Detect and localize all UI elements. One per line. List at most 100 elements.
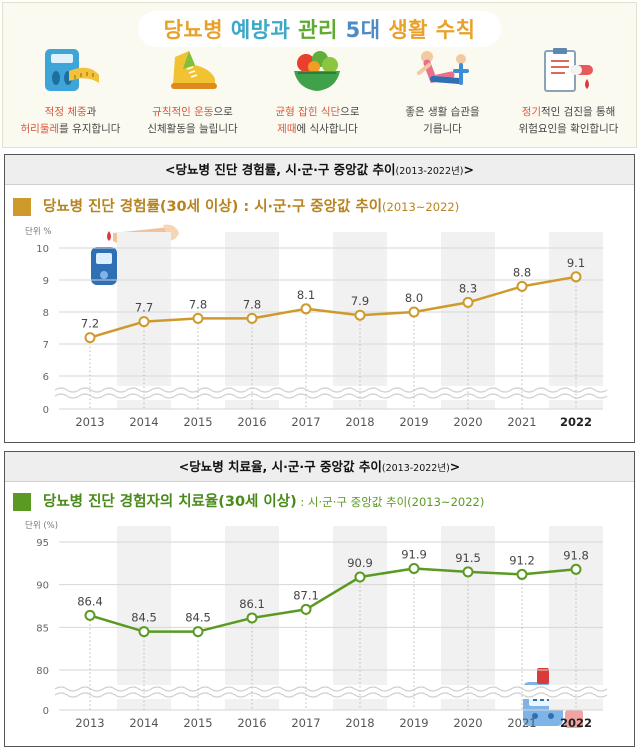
data-point [570, 563, 582, 575]
sneaker-icon [171, 51, 217, 89]
data-point [300, 303, 312, 315]
y-axis-unit: 단위 % [25, 226, 51, 237]
data-point [516, 280, 528, 292]
data-label: 8.0 [405, 291, 423, 305]
diagnosis-rate-chart: 0 6 7 8 9 10 단위 % 7.2 7.7 7.8 7.8 8.1 7.9 8.0 8.3 8.8 9.… [25, 224, 608, 429]
data-label: 8.1 [297, 288, 315, 302]
series-title-main: 당뇨병 진단 경험자의 치료율(30세 이상) [43, 494, 297, 510]
data-point [138, 316, 150, 328]
treatment-rate-chart: 0 80 85 90 95 단위 (%) 86.4 84.5 84.5 86.1 87.1 90.9 9… [25, 520, 608, 730]
panel-header-text: <당뇨병 치료율, 시·군·구 중앙값 추이 [178, 459, 382, 474]
x-tick-label: 2021 [507, 415, 536, 429]
y-tick-label: 10 [36, 244, 49, 255]
data-point [462, 296, 474, 308]
data-label: 8.8 [513, 265, 531, 279]
data-point [408, 306, 420, 318]
data-point [84, 609, 96, 621]
x-tick-label: 2013 [75, 415, 104, 429]
data-label: 91.9 [401, 547, 427, 561]
banner-title-word1: 당뇨병 [163, 18, 224, 42]
y-tick-label: 85 [36, 623, 49, 634]
data-point [300, 603, 312, 615]
background-band [117, 526, 171, 710]
legend-swatch [13, 198, 31, 216]
series-title-text: 당뇨병 진단 경험률(30세 이상) : 시·군·구 중앙값 추이(2013~2… [43, 197, 459, 217]
panel-header-years: (2013-2022년) [381, 463, 450, 474]
y-tick-label: 90 [36, 581, 49, 592]
data-point [138, 626, 150, 638]
panel-header-end: > [449, 459, 461, 474]
tip-habits: 좋은 생활 습관을 기릅니다 [380, 43, 505, 143]
panel-header: <당뇨병 진단 경험률, 시·군·구 중앙값 추이(2013-2022년)> [5, 155, 634, 185]
data-label: 87.1 [293, 588, 319, 602]
data-label: 7.8 [243, 297, 261, 311]
series-title-sub: : 시·군·구 중앙값 추이(2013~2022) [296, 495, 485, 509]
legend-swatch [13, 493, 31, 511]
data-label: 8.3 [459, 281, 477, 295]
x-tick-label: 2015 [183, 716, 212, 730]
data-point [354, 309, 366, 321]
data-label: 90.9 [347, 556, 373, 570]
data-label: 7.9 [351, 294, 369, 308]
medical-checkup-icon [544, 48, 593, 92]
banner-title-word2: 예방과 [230, 18, 291, 42]
x-tick-label: 2016 [237, 716, 266, 730]
scale-tape-icon [45, 49, 99, 91]
x-tick-label: 2022 [560, 415, 592, 429]
tip-exercise: 규칙적인 운동으로 신체활동을 늘립니다 [130, 43, 255, 143]
axis-break-gap [53, 685, 605, 699]
data-label: 86.1 [239, 597, 265, 611]
x-tick-label: 2018 [345, 415, 374, 429]
salad-bowl-icon [294, 51, 340, 91]
x-tick-label: 2014 [129, 415, 158, 429]
series-title-main: 당뇨병 진단 경험률(30세 이상) : 시·군·구 중앙값 추이 [43, 199, 383, 215]
x-tick-label: 2013 [75, 716, 104, 730]
y-tick-label: 7 [43, 340, 49, 351]
diagnosis-rate-panel: <당뇨병 진단 경험률, 시·군·구 중앙값 추이(2013-2022년)> 당… [4, 154, 635, 443]
data-label: 91.8 [563, 548, 589, 562]
prevention-banner: 당뇨병 예방과 관리 5대 생활 수칙 적정 체중과 허리둘레를 유지합니다 [2, 2, 637, 148]
data-point [246, 612, 258, 624]
x-tick-label: 2015 [183, 415, 212, 429]
banner-title-word4: 5대 [345, 18, 381, 42]
series-line [89, 275, 577, 339]
x-tick-label: 2019 [399, 716, 428, 730]
axis-break-gap [53, 386, 605, 400]
panel-header: <당뇨병 치료율, 시·군·구 중앙값 추이(2013-2022년)> [5, 452, 634, 482]
x-tick-label: 2019 [399, 415, 428, 429]
x-tick-label: 2017 [291, 716, 320, 730]
banner-title: 당뇨병 예방과 관리 5대 생활 수칙 [3, 11, 636, 47]
series-title-text: 당뇨병 진단 경험자의 치료율(30세 이상) : 시·군·구 중앙값 추이(2… [43, 492, 484, 512]
x-tick-label: 2018 [345, 716, 374, 730]
y-axis-unit: 단위 (%) [25, 520, 58, 531]
y-tick-label: 8 [43, 308, 49, 319]
x-tick-label: 2014 [129, 716, 158, 730]
panel-header-end: > [463, 162, 474, 177]
data-label: 84.5 [185, 611, 211, 625]
x-tick-label: 2020 [453, 415, 482, 429]
data-point [246, 312, 258, 324]
x-tick-label: 2017 [291, 415, 320, 429]
data-point [462, 566, 474, 578]
data-point [516, 568, 528, 580]
x-tick-label: 2022 [560, 716, 592, 730]
data-label: 91.2 [509, 553, 535, 567]
exercise-person-icon [417, 51, 469, 85]
y-tick-label: 9 [43, 276, 49, 287]
data-label: 7.7 [135, 301, 153, 315]
data-point [192, 312, 204, 324]
banner-title-word5: 생활 수칙 [388, 18, 476, 42]
y-tick-label: 0 [43, 706, 49, 717]
series-title-sub: (2013~2022) [382, 200, 460, 214]
treatment-rate-panel: <당뇨병 치료율, 시·군·구 중앙값 추이(2013-2022년)> 당뇨병 … [4, 451, 635, 747]
series-line [89, 567, 577, 633]
axis-break-wave [54, 393, 608, 399]
data-point [84, 332, 96, 344]
tip-weight: 적정 체중과 허리둘레를 유지합니다 [8, 43, 133, 143]
y-tick-label: 80 [36, 666, 49, 677]
data-label: 9.1 [567, 256, 585, 270]
data-point [354, 571, 366, 583]
tip-diet: 균형 잡힌 식단으로 제때에 식사합니다 [255, 43, 380, 143]
banner-title-word3: 관리 [298, 18, 338, 42]
panel-header-years: (2013-2022년) [395, 166, 464, 177]
